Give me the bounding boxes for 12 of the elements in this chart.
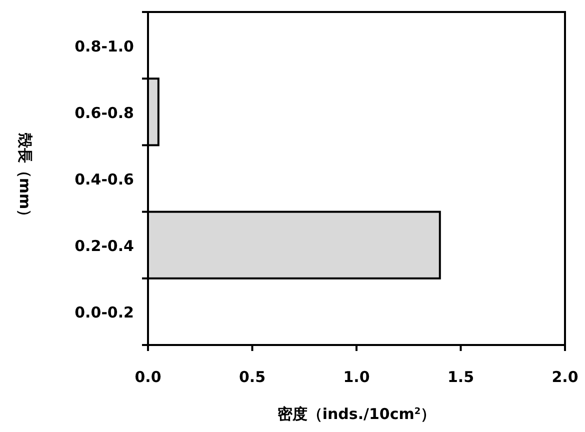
x-tick-label: 0.5 [238, 368, 266, 386]
x-tick-label: 1.5 [447, 368, 474, 386]
x-tick-label: 2.0 [552, 368, 578, 386]
y-tick-label: 0.4-0.6 [74, 170, 134, 188]
y-tick-label: 0.6-0.8 [74, 104, 134, 122]
x-tick-label: 1.0 [343, 368, 370, 386]
y-tick-label: 0.2-0.4 [74, 237, 134, 256]
x-tick-label: 0.0 [134, 368, 162, 386]
x-axis-title: 密度（inds./10cm$^{2}$） [277, 405, 436, 423]
y-tick-label: 0.8-1.0 [74, 37, 134, 56]
y-tick-label: 0.0-0.2 [74, 304, 134, 322]
y-axis-title: 殻長（mm） [16, 132, 34, 224]
